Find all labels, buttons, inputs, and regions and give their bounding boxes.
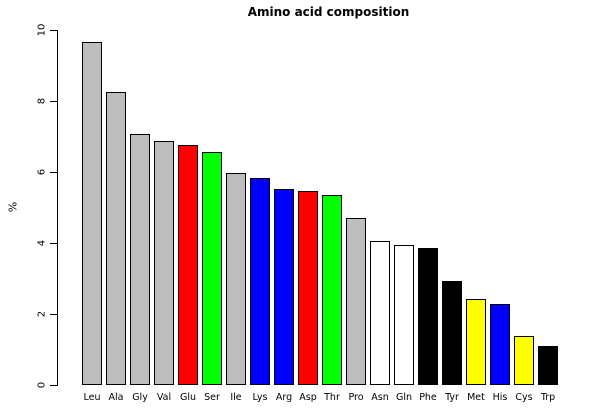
bar-asp (298, 191, 318, 385)
x-axis-label-his: His (492, 392, 508, 403)
x-axis-label-arg: Arg (275, 392, 293, 403)
x-axis-label-gln: Gln (395, 392, 413, 403)
bar-thr (322, 195, 342, 385)
y-axis-tick (50, 101, 57, 102)
bar-ser (202, 152, 222, 385)
x-axis-label-pro: Pro (348, 392, 364, 403)
bar-leu (82, 42, 102, 385)
bar-ala (106, 92, 126, 385)
x-axis-label-lys: Lys (252, 392, 268, 403)
x-axis-label-tyr: Tyr (445, 392, 459, 403)
bar-cys (514, 336, 534, 385)
y-axis-tick-label: 0 (36, 381, 48, 389)
bar-pro (346, 218, 366, 385)
x-axis-label-met: Met (467, 392, 485, 403)
bar-asn (370, 241, 390, 385)
x-axis-label-asn: Asn (371, 392, 389, 403)
x-axis-label-ser: Ser (204, 392, 220, 403)
y-axis (57, 30, 58, 386)
bar-gln (394, 245, 414, 385)
bar-ile (226, 173, 246, 385)
plot-area (57, 30, 600, 385)
x-axis-label-phe: Phe (419, 392, 437, 403)
bar-arg (274, 189, 294, 385)
bar-glu (178, 145, 198, 385)
bar-phe (418, 248, 438, 385)
bar-tyr (442, 281, 462, 385)
x-axis-label-thr: Thr (324, 392, 340, 403)
y-axis-tick (50, 243, 57, 244)
x-axis-label-cys: Cys (515, 392, 533, 403)
x-axis-label-leu: Leu (83, 392, 101, 403)
x-axis-label-ile: Ile (230, 392, 242, 403)
bar-lys (250, 178, 270, 385)
y-axis-tick-label: 2 (36, 310, 48, 318)
x-axis-label-ala: Ala (108, 392, 124, 403)
chart-title: Amino acid composition (247, 5, 410, 19)
bar-met (466, 299, 486, 385)
x-axis-label-asp: Asp (299, 392, 317, 403)
y-axis-tick (50, 30, 57, 31)
y-axis-tick-label: 4 (36, 239, 48, 247)
y-axis-tick (50, 314, 57, 315)
y-axis-label: % (6, 201, 20, 213)
bar-gly (130, 134, 150, 385)
bar-trp (538, 346, 558, 385)
x-axis-label-trp: Trp (540, 392, 556, 403)
y-axis-tick (50, 385, 57, 386)
x-axis-label-gly: Gly (132, 392, 148, 403)
x-axis-label-glu: Glu (179, 392, 197, 403)
y-axis-tick (50, 172, 57, 173)
x-axis-label-val: Val (156, 392, 172, 403)
y-axis-tick-label: 10 (36, 23, 48, 37)
y-axis-tick-label: 8 (36, 97, 48, 105)
y-axis-tick-label: 6 (36, 168, 48, 176)
bar-val (154, 141, 174, 385)
bar-his (490, 304, 510, 385)
